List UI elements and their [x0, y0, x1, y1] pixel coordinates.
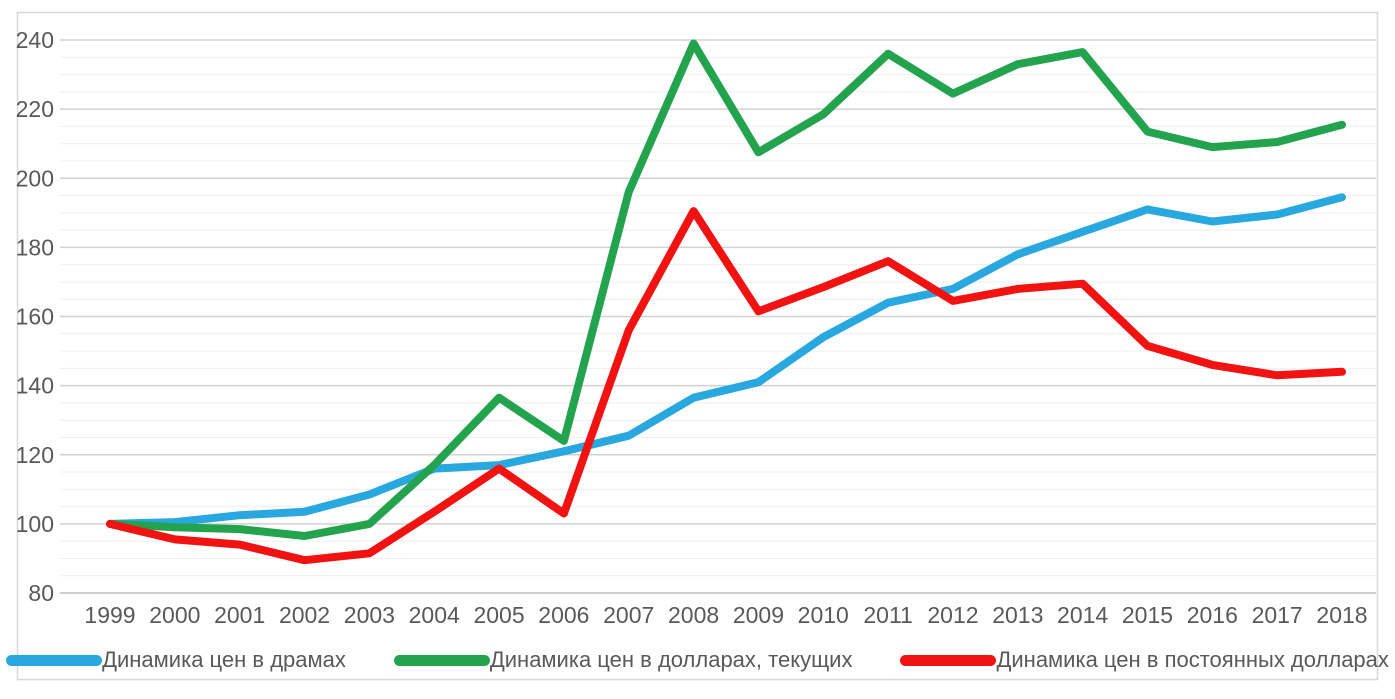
x-tick-label: 2018 [1316, 602, 1367, 628]
x-tick-label: 2009 [733, 602, 784, 628]
x-tick-label: 2017 [1252, 602, 1303, 628]
x-tick-label: 1999 [84, 602, 135, 628]
x-tick-label: 2013 [992, 602, 1043, 628]
y-tick-label: 220 [16, 96, 54, 122]
legend-item-dollars-constant: Динамика цен в постоянных долларах [900, 647, 1389, 672]
x-tick-label: 2014 [1057, 602, 1108, 628]
x-tick-label: 2008 [668, 602, 719, 628]
legend-label-drams: Динамика цен в драмах [102, 647, 346, 672]
y-tick-label: 240 [16, 27, 54, 53]
y-tick-label: 120 [16, 442, 54, 468]
x-tick-label: 2012 [927, 602, 978, 628]
x-tick-label: 2010 [798, 602, 849, 628]
y-tick-label: 100 [16, 511, 54, 537]
series-line-2 [106, 207, 1346, 565]
legend-item-drams: Динамика цен в драмах [6, 649, 346, 671]
chart-legend: Динамика цен в драмах Динамика цен в дол… [6, 642, 1389, 678]
x-tick-label: 2005 [473, 602, 524, 628]
x-tick-label: 2007 [603, 602, 654, 628]
chart-frame [16, 11, 1379, 681]
x-tick-label: 2006 [538, 602, 589, 628]
legend-label-dollars-constant: Динамика цен в постоянных долларах [996, 647, 1389, 672]
series-line-0 [106, 193, 1346, 528]
y-tick-label: 180 [16, 234, 54, 260]
x-tick-label: 2015 [1122, 602, 1173, 628]
x-tick-label: 2003 [344, 602, 395, 628]
series-line-1 [106, 39, 1346, 540]
x-tick-label: 2016 [1187, 602, 1238, 628]
x-tick-label: 2011 [863, 602, 912, 628]
x-tick-label: 2000 [149, 602, 200, 628]
y-tick-label: 200 [16, 165, 54, 191]
legend-swatch-drams [6, 654, 103, 666]
x-tick-label: 2001 [214, 602, 265, 628]
legend-swatch-dollars-current [393, 654, 490, 666]
legend-item-dollars-current: Динамика цен в долларах, текущих [393, 647, 853, 672]
y-tick-label: 80 [28, 580, 54, 606]
legend-label-dollars-current: Динамика цен в долларах, текущих [489, 647, 853, 672]
y-tick-label: 140 [16, 373, 54, 399]
legend-swatch-dollars-constant [900, 654, 997, 666]
x-tick-label: 2004 [409, 602, 460, 628]
x-tick-label: 2002 [279, 602, 330, 628]
y-tick-label: 160 [16, 304, 54, 330]
